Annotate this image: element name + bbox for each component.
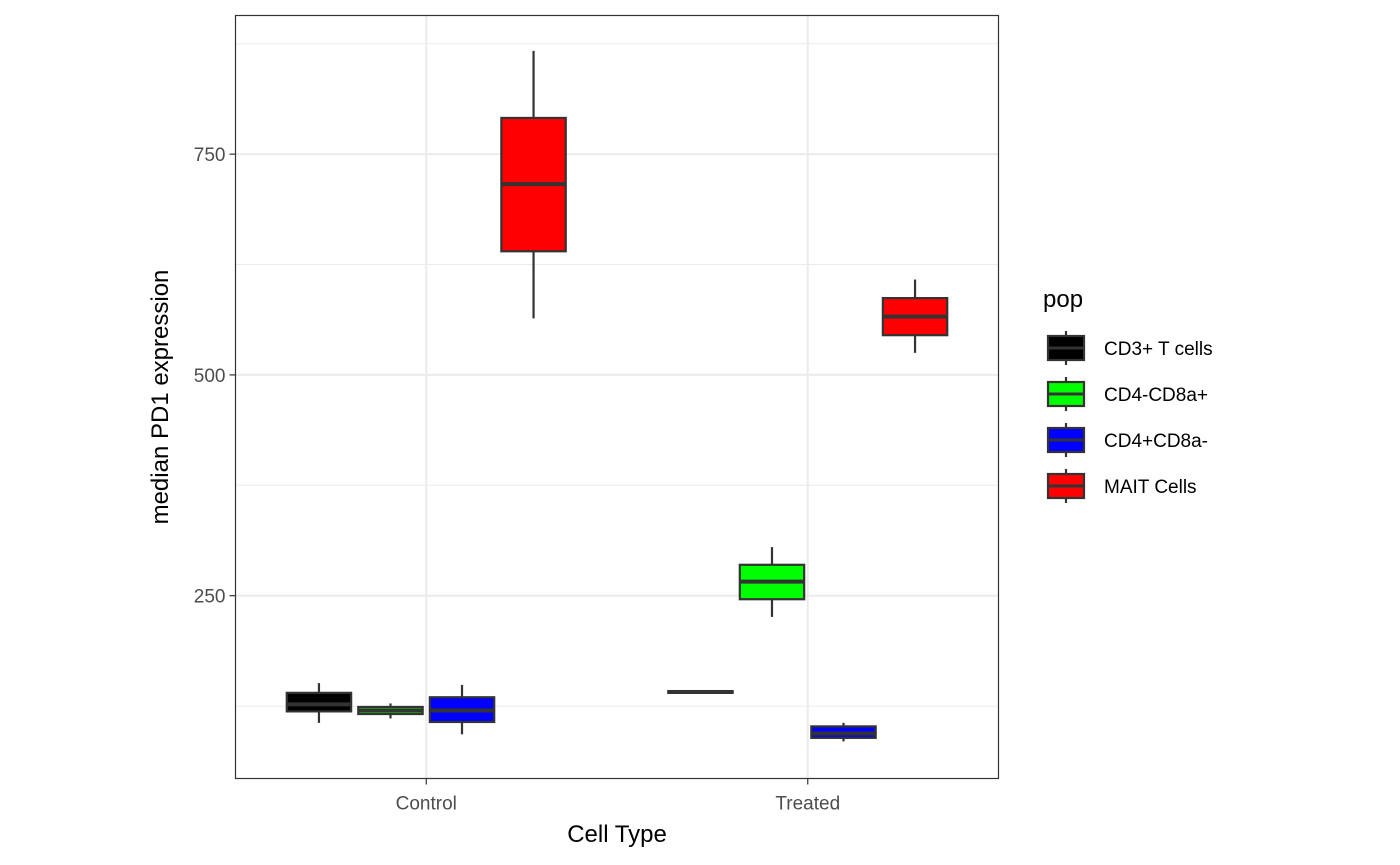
legend-title: pop (1043, 286, 1083, 313)
y-tick-label: 750 (194, 145, 226, 166)
box-cd4-cd8a--control (357, 703, 424, 719)
legend-item-cd4-cd8a-: CD4+CD8a- (1046, 423, 1208, 457)
y-axis-title: median PD1 expression (147, 270, 174, 525)
plot-panel (235, 15, 999, 779)
boxes (285, 50, 949, 742)
box-cd3-t-cells-control (285, 683, 353, 723)
box-cd3-t-cells-treated (667, 689, 734, 694)
box-cd4-cd8a--treated (810, 722, 877, 742)
box-body (285, 691, 353, 713)
y-tick-label: 500 (194, 366, 226, 387)
legend-item-mait-cells: MAIT Cells (1046, 469, 1197, 503)
grid-lines (235, 15, 999, 779)
legend-item-cd3-t-cells: CD3+ T cells (1046, 331, 1213, 365)
legend-label: CD3+ T cells (1104, 339, 1213, 360)
box-mait-cells-treated (881, 279, 949, 353)
y-tick-label: 250 (194, 587, 226, 608)
box-cd4-cd8a--treated (738, 547, 806, 617)
plot-border (234, 14, 1000, 780)
x-tick-label: Treated (775, 794, 840, 815)
axes: 250 500 750 Control Treated (194, 145, 840, 814)
box-cd4-cd8a--control (428, 684, 496, 735)
legend-item-cd4-cd8a-: CD4-CD8a+ (1046, 377, 1208, 411)
legend-label: MAIT Cells (1104, 477, 1197, 498)
legend-label: CD4+CD8a- (1104, 431, 1208, 452)
x-tick-label: Control (396, 794, 457, 815)
x-axis-title: Cell Type (567, 821, 667, 848)
legend-label: CD4-CD8a+ (1104, 385, 1208, 406)
legend: pop CD3+ T cells CD4-CD8a+ CD4+CD8a- MAIT C… (1043, 286, 1213, 503)
box-mait-cells-control (500, 50, 567, 319)
